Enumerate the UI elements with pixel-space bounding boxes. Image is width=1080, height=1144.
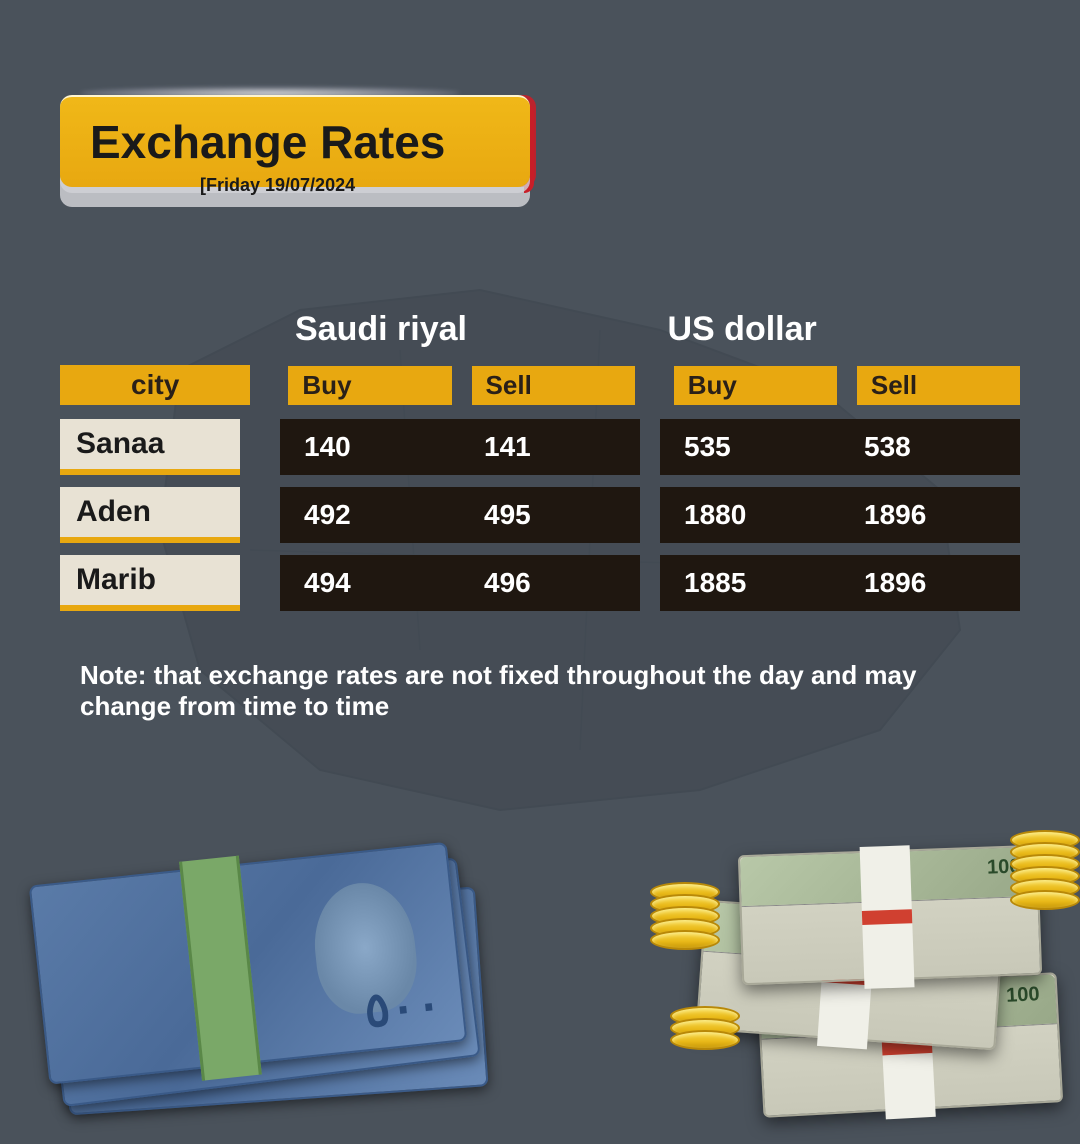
sar-sell-value: 495 (460, 487, 640, 543)
usd-buy-value: 1880 (660, 487, 840, 543)
coin-stack-icon (1010, 838, 1080, 910)
title-banner: Exchange Rates [Friday 19/07/2024 (60, 95, 530, 187)
sar-buy-value: 492 (280, 487, 460, 543)
riyal-banknotes-icon: ٥٠٠ (27, 816, 534, 1144)
dollar-banknotes-icon: 100 100 100 (580, 790, 1080, 1110)
sar-buy-value: 494 (280, 555, 460, 611)
disclaimer-note: Note: that exchange rates are not fixed … (80, 660, 1000, 722)
usd-sell-value: 1896 (840, 555, 1020, 611)
usd-sell-value: 538 (840, 419, 1020, 475)
sar-buy-value: 140 (280, 419, 460, 475)
sar-sell-value: 496 (460, 555, 640, 611)
table-row: Sanaa 140 141 535 538 (60, 419, 1020, 475)
date-label: [Friday 19/07/2024 (200, 175, 355, 196)
currency-header-sar: Saudi riyal (295, 310, 648, 349)
sar-buy-header: Buy (288, 366, 451, 405)
city-column-header: city (60, 365, 250, 405)
usd-buy-header: Buy (674, 366, 837, 405)
usd-buy-value: 535 (660, 419, 840, 475)
coin-stack-icon (670, 1014, 740, 1050)
sar-sell-value: 141 (460, 419, 640, 475)
city-name: Aden (60, 487, 240, 543)
usd-sell-header: Sell (857, 366, 1020, 405)
coin-stack-icon (650, 890, 720, 950)
page-title: Exchange Rates (90, 115, 500, 169)
table-row: Marib 494 496 1885 1896 (60, 555, 1020, 611)
sar-sell-header: Sell (472, 366, 635, 405)
usd-sell-value: 1896 (840, 487, 1020, 543)
city-name: Sanaa (60, 419, 240, 475)
currency-header-usd: US dollar (668, 310, 1021, 349)
table-row: Aden 492 495 1880 1896 (60, 487, 1020, 543)
city-name: Marib (60, 555, 240, 611)
rates-table: Saudi riyal US dollar city Buy Sell Buy … (60, 310, 1020, 623)
usd-buy-value: 1885 (660, 555, 840, 611)
